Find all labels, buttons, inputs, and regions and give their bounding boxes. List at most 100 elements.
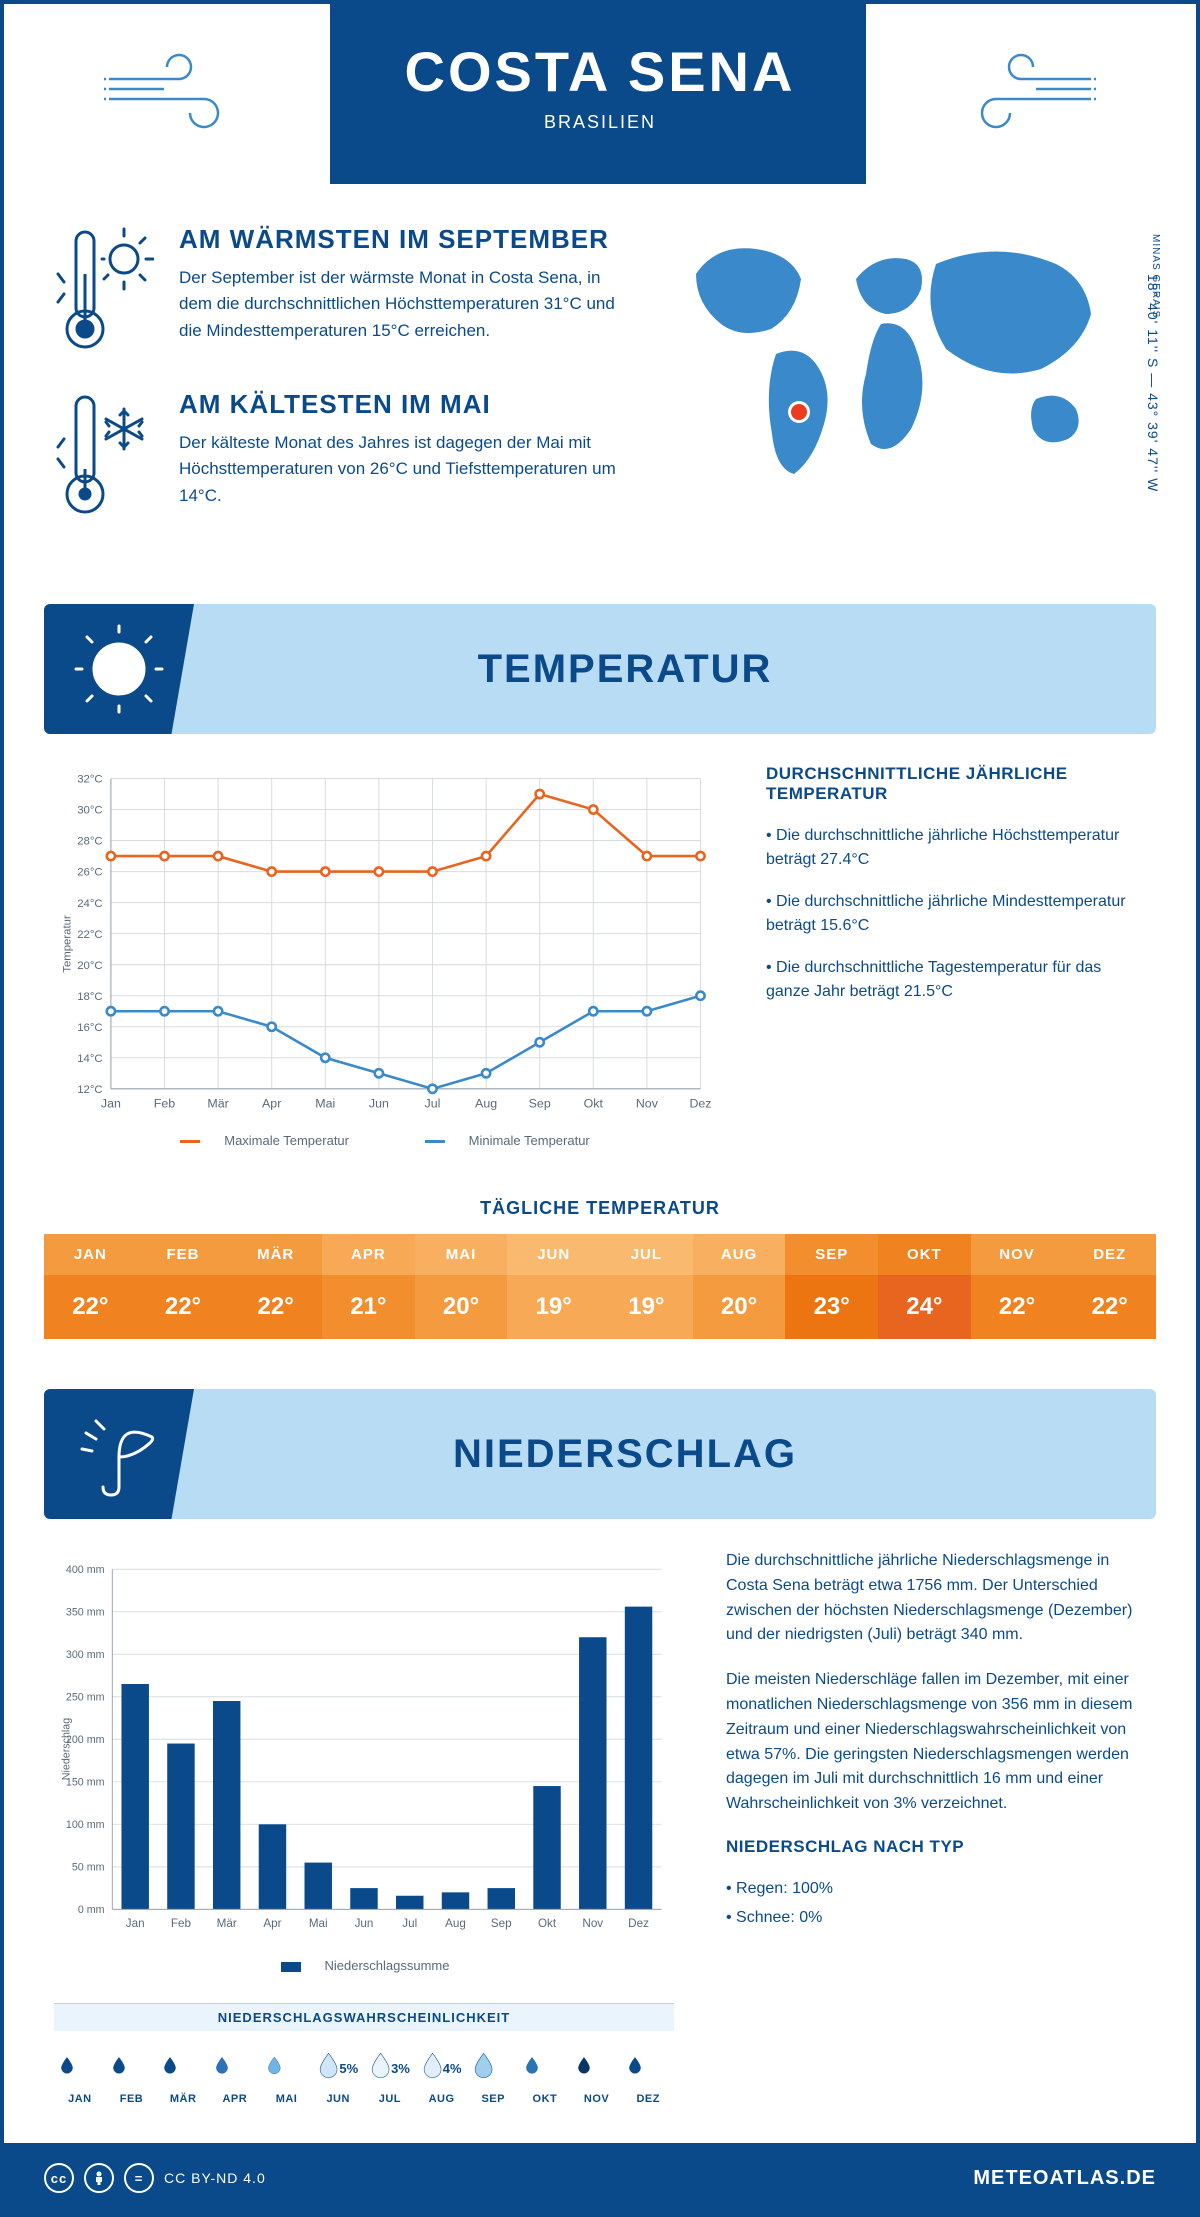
prob-cell: 11%MAI — [261, 2031, 313, 2113]
svg-text:Aug: Aug — [445, 1917, 466, 1930]
svg-text:Niederschlag: Niederschlag — [61, 1718, 73, 1780]
site-name: METEOATLAS.DE — [973, 2167, 1156, 2190]
avg-temp-title: DURCHSCHNITTLICHE JÄHRLICHE TEMPERATUR — [766, 764, 1146, 804]
svg-text:20°C: 20°C — [77, 960, 102, 972]
avg-temp-b2: • Die durchschnittliche jährliche Mindes… — [766, 890, 1146, 938]
cc-icon: cc — [44, 2163, 74, 2193]
table-col: JUN19° — [507, 1234, 600, 1339]
precip-p1: Die durchschnittliche jährliche Niedersc… — [726, 1549, 1146, 1648]
svg-text:0 mm: 0 mm — [78, 1904, 105, 1916]
svg-text:Temperatur: Temperatur — [62, 915, 74, 973]
footer: cc = CC BY-ND 4.0 METEOATLAS.DE — [4, 2143, 1196, 2213]
thermometer-snow-icon — [54, 389, 154, 524]
precip-title: NIEDERSCHLAG — [194, 1432, 1156, 1477]
page-subtitle: BRASILIEN — [330, 112, 870, 133]
prob-cell: 57%DEZ — [622, 2031, 674, 2113]
prob-cell: 39%FEB — [106, 2031, 158, 2113]
avg-temp-b3: • Die durchschnittliche Tagestemperatur … — [766, 956, 1146, 1004]
svg-text:Okt: Okt — [538, 1917, 557, 1930]
svg-text:Apr: Apr — [263, 1917, 281, 1930]
table-col: NOV22° — [971, 1234, 1064, 1339]
svg-text:Jul: Jul — [402, 1917, 417, 1930]
table-col: FEB22° — [137, 1234, 230, 1339]
warmest-text: Der September ist der wärmste Monat in C… — [179, 265, 626, 344]
svg-text:Aug: Aug — [475, 1096, 497, 1110]
svg-text:30°C: 30°C — [77, 805, 102, 817]
daily-temp-title: TÄGLICHE TEMPERATUR — [4, 1198, 1196, 1219]
prob-cell: 59%NOV — [571, 2031, 623, 2113]
temp-legend: Maximale Temperatur Minimale Temperatur — [54, 1133, 716, 1148]
svg-text:Sep: Sep — [491, 1917, 512, 1930]
table-col: MÄR22° — [229, 1234, 322, 1339]
svg-text:Okt: Okt — [584, 1096, 604, 1110]
prob-cell: 30%APR — [209, 2031, 261, 2113]
prob-cell: 39%JAN — [54, 2031, 106, 2113]
coordinates: 18° 40' 11'' S — 43° 39' 47'' W — [1145, 274, 1161, 492]
svg-text:Feb: Feb — [171, 1917, 191, 1930]
sun-icon — [44, 604, 194, 734]
thermometer-sun-icon — [54, 224, 154, 359]
wind-icon-left — [4, 4, 334, 184]
precip-type2: • Schnee: 0% — [726, 1906, 1146, 1931]
svg-text:300 mm: 300 mm — [66, 1649, 105, 1661]
table-col: SEP23° — [785, 1234, 878, 1339]
precipitation-probability: NIEDERSCHLAGSWAHRSCHEINLICHKEIT 39%JAN39… — [54, 2003, 674, 2113]
license-text: CC BY-ND 4.0 — [164, 2170, 266, 2186]
svg-text:Mai: Mai — [309, 1917, 328, 1930]
header: COSTA SENA BRASILIEN — [4, 4, 1196, 184]
precip-legend: Niederschlagssumme — [54, 1958, 676, 1973]
table-col: MAI20° — [415, 1234, 508, 1339]
nd-icon: = — [124, 2163, 154, 2193]
coldest-title: AM KÄLTESTEN IM MAI — [179, 389, 626, 420]
svg-text:Dez: Dez — [628, 1917, 649, 1930]
coldest-text: Der kälteste Monat des Jahres ist dagege… — [179, 430, 626, 509]
table-col: APR21° — [322, 1234, 415, 1339]
daily-temperature-table: JAN22°FEB22°MÄR22°APR21°MAI20°JUN19°JUL1… — [44, 1234, 1156, 1339]
world-map: MINAS GERAIS 18° 40' 11'' S — 43° 39' 47… — [666, 224, 1146, 554]
svg-text:Nov: Nov — [582, 1917, 603, 1930]
svg-text:Mär: Mär — [207, 1096, 228, 1110]
svg-text:24°C: 24°C — [77, 898, 102, 910]
svg-text:Nov: Nov — [636, 1096, 659, 1110]
prob-cell: 48%MÄR — [157, 2031, 209, 2113]
svg-text:400 mm: 400 mm — [66, 1564, 105, 1576]
svg-text:250 mm: 250 mm — [66, 1692, 105, 1704]
svg-text:Jan: Jan — [126, 1917, 145, 1930]
prob-cell: 3%JUL — [364, 2031, 416, 2113]
page-title: COSTA SENA — [330, 39, 870, 104]
table-col: JAN22° — [44, 1234, 137, 1339]
warmest-title: AM WÄRMSTEN IM SEPTEMBER — [179, 224, 626, 255]
svg-text:50 mm: 50 mm — [72, 1862, 105, 1874]
precip-type-title: NIEDERSCHLAG NACH TYP — [726, 1837, 1146, 1857]
prob-cell: 34%OKT — [519, 2031, 571, 2113]
prob-title: NIEDERSCHLAGSWAHRSCHEINLICHKEIT — [54, 2004, 674, 2031]
svg-text:16°C: 16°C — [77, 1022, 102, 1034]
umbrella-icon — [44, 1389, 194, 1519]
svg-text:Jan: Jan — [101, 1096, 121, 1110]
avg-temp-b1: • Die durchschnittliche jährliche Höchst… — [766, 824, 1146, 872]
coldest-fact: AM KÄLTESTEN IM MAI Der kälteste Monat d… — [54, 389, 626, 524]
svg-text:22°C: 22°C — [77, 929, 102, 941]
svg-text:Jun: Jun — [369, 1096, 389, 1110]
precip-type1: • Regen: 100% — [726, 1877, 1146, 1902]
temp-title: TEMPERATUR — [194, 647, 1156, 692]
svg-text:Mär: Mär — [217, 1917, 237, 1930]
svg-text:350 mm: 350 mm — [66, 1607, 105, 1619]
svg-text:26°C: 26°C — [77, 867, 102, 879]
svg-text:18°C: 18°C — [77, 991, 102, 1003]
precip-p2: Die meisten Niederschläge fallen im Deze… — [726, 1668, 1146, 1817]
wind-icon-right — [866, 4, 1196, 184]
svg-text:12°C: 12°C — [77, 1084, 102, 1096]
svg-text:Feb: Feb — [154, 1096, 175, 1110]
svg-text:Apr: Apr — [262, 1096, 281, 1110]
table-col: DEZ22° — [1063, 1234, 1156, 1339]
warmest-fact: AM WÄRMSTEN IM SEPTEMBER Der September i… — [54, 224, 626, 359]
svg-text:32°C: 32°C — [77, 774, 102, 786]
svg-text:Mai: Mai — [315, 1096, 335, 1110]
prob-cell: 5%JUN — [312, 2031, 364, 2113]
table-col: AUG20° — [693, 1234, 786, 1339]
prob-cell: 8%SEP — [467, 2031, 519, 2113]
svg-text:Sep: Sep — [529, 1096, 551, 1110]
temperature-line-chart: 12°C14°C16°C18°C20°C22°C24°C26°C28°C30°C… — [54, 764, 716, 1124]
svg-text:Jun: Jun — [355, 1917, 374, 1930]
